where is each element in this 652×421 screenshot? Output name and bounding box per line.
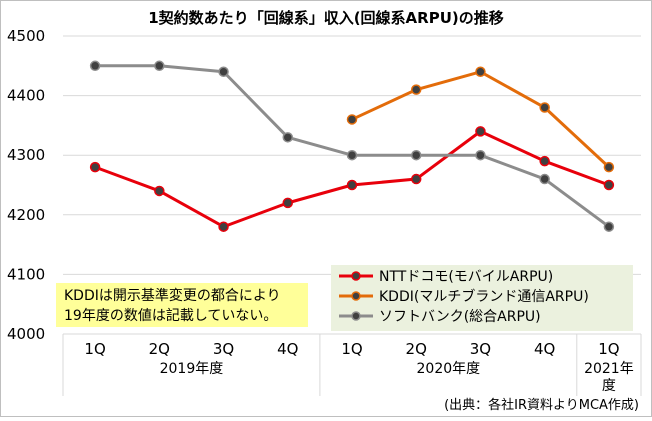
data-point	[346, 114, 358, 125]
y-tick-label: 4100	[7, 265, 45, 283]
x-tick-label: 2Q	[406, 340, 427, 358]
year-group-label: 2021年	[584, 361, 634, 377]
legend-marker	[351, 291, 361, 301]
data-point	[410, 149, 422, 161]
note-line-1: KDDIは開示基準変更の都合により	[64, 287, 281, 304]
grid-lines	[63, 35, 641, 335]
x-tick-label: 4Q	[277, 340, 298, 358]
x-tick-label: 1Q	[84, 340, 105, 358]
legend: NTTドコモ(モバイルARPU) KDDI(マルチブランド通信ARPU) ソフトバン…	[331, 265, 633, 331]
data-point	[218, 221, 229, 232]
y-axis-ticks: 4000 4100 4200 4300 4400 4500	[7, 27, 45, 343]
series-lines	[89, 60, 615, 232]
data-point	[282, 197, 294, 209]
series-line	[95, 64, 610, 228]
y-tick-label: 4000	[7, 325, 45, 343]
data-point	[346, 149, 358, 161]
data-point	[218, 66, 229, 78]
note-box: KDDIは開示基準変更の都合により 19年度の数値は記載していない。	[56, 283, 308, 327]
legend-label: NTTドコモ(モバイルARPU)	[379, 269, 553, 285]
data-point	[410, 84, 422, 95]
legend-marker	[351, 271, 361, 281]
data-point	[154, 185, 165, 197]
year-group-label: 2020年度	[417, 361, 481, 377]
data-point	[475, 66, 486, 78]
source-note: (出典：各社IR資料よりMCA作成)	[444, 397, 639, 413]
data-point	[603, 161, 615, 173]
data-point	[346, 179, 358, 191]
data-point	[475, 126, 486, 137]
x-tick-label: 3Q	[213, 340, 234, 358]
x-tick-label: 2Q	[149, 340, 170, 358]
data-point	[603, 221, 615, 232]
note-background	[56, 283, 308, 327]
data-point	[539, 155, 550, 167]
data-point	[539, 173, 550, 185]
legend-background	[331, 265, 633, 331]
y-tick-label: 4300	[7, 146, 45, 164]
x-tick-label: 4Q	[534, 340, 555, 358]
data-point	[603, 179, 615, 191]
year-group-label: 度	[602, 378, 616, 394]
y-tick-label: 4400	[7, 87, 45, 105]
data-point	[89, 161, 101, 173]
note-line-2: 19年度の数値は記載していない。	[64, 307, 277, 324]
data-point	[89, 60, 101, 72]
data-point	[539, 102, 550, 113]
data-point	[154, 60, 165, 72]
legend-marker	[351, 311, 361, 321]
x-tick-label: 1Q	[341, 340, 362, 358]
series-line	[94, 129, 610, 229]
y-tick-label: 4200	[7, 206, 45, 224]
y-tick-label: 4500	[7, 27, 45, 45]
legend-items: NTTドコモ(モバイルARPU) KDDI(マルチブランド通信ARPU) ソフトバン…	[339, 269, 589, 325]
legend-label: KDDI(マルチブランド通信ARPU)	[379, 288, 589, 305]
x-tick-label: 1Q	[598, 340, 619, 358]
chart-title: 1契約数あたり「回線系」収入(回線系ARPU)の推移	[148, 9, 503, 27]
x-tick-label: 3Q	[470, 340, 491, 358]
legend-label: ソフトバンク(総合ARPU)	[379, 309, 541, 325]
data-point	[475, 149, 486, 161]
year-group-label: 2019年度	[160, 361, 224, 377]
data-point	[410, 173, 422, 185]
data-point	[282, 132, 294, 143]
